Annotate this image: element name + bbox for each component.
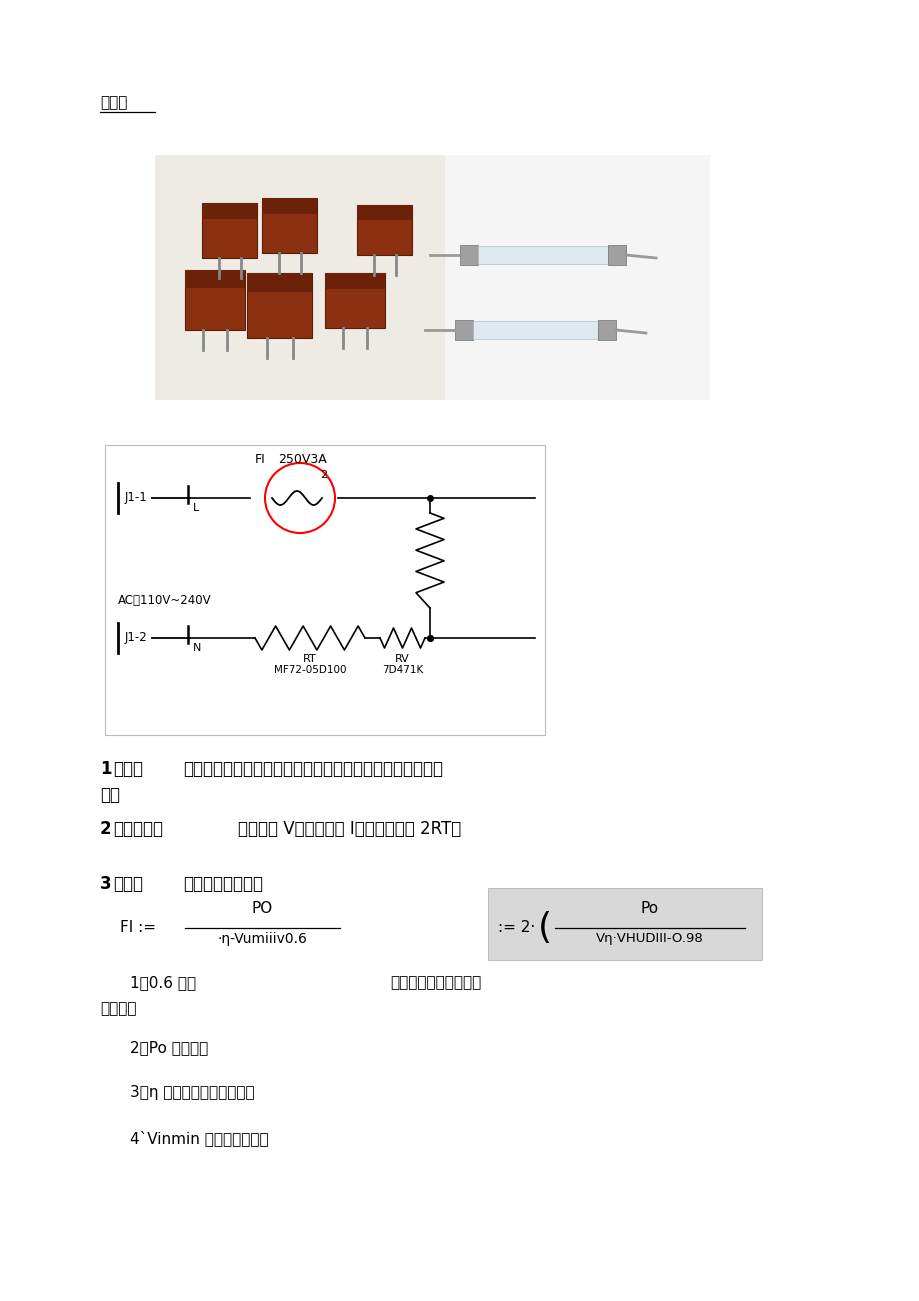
FancyBboxPatch shape <box>247 272 312 337</box>
Text: 技术参数：: 技术参数： <box>113 820 163 838</box>
FancyBboxPatch shape <box>262 198 317 252</box>
FancyBboxPatch shape <box>324 272 384 289</box>
Text: N: N <box>193 643 201 653</box>
Text: 7D471K: 7D471K <box>381 665 423 675</box>
Text: L: L <box>193 503 199 513</box>
Text: 3: 3 <box>100 876 111 892</box>
FancyBboxPatch shape <box>607 245 625 265</box>
Text: PO: PO <box>251 902 272 916</box>
Text: FI :=: FI := <box>119 921 156 935</box>
Text: 3、η 效率（设计的评估值）: 3、η 效率（设计的评估值） <box>130 1085 255 1101</box>
FancyBboxPatch shape <box>445 155 709 399</box>
Text: := 2·: := 2· <box>497 921 535 935</box>
Text: 分类：: 分类： <box>113 876 142 892</box>
Text: ·η-Vumiiiv0.6: ·η-Vumiiiv0.6 <box>217 932 307 946</box>
FancyBboxPatch shape <box>478 246 607 264</box>
FancyBboxPatch shape <box>357 206 412 255</box>
Text: RV: RV <box>394 654 410 664</box>
FancyBboxPatch shape <box>202 203 257 219</box>
FancyBboxPatch shape <box>185 271 244 330</box>
FancyBboxPatch shape <box>597 320 616 340</box>
FancyBboxPatch shape <box>154 155 445 399</box>
Text: 安全防护。在电源出现异常时，为了保护核心器件不受到损: 安全防护。在电源出现异常时，为了保护核心器件不受到损 <box>183 760 443 778</box>
FancyBboxPatch shape <box>487 889 761 960</box>
Text: J1-2: J1-2 <box>125 631 148 644</box>
Text: 保险丝: 保险丝 <box>100 95 127 111</box>
Text: 4ˋVinmin 最小的输入电压: 4ˋVinmin 最小的输入电压 <box>130 1131 268 1146</box>
Text: 快断、慢断、常规: 快断、慢断、常规 <box>183 876 263 892</box>
FancyBboxPatch shape <box>460 245 478 265</box>
Text: 因数估值: 因数估值 <box>100 1000 136 1016</box>
FancyBboxPatch shape <box>357 206 412 220</box>
Text: 带功率因数校正的功率: 带功率因数校正的功率 <box>390 974 481 990</box>
Text: 250V3A: 250V3A <box>278 453 326 466</box>
FancyBboxPatch shape <box>105 445 544 735</box>
Text: FI: FI <box>255 453 266 466</box>
FancyBboxPatch shape <box>185 271 244 288</box>
FancyBboxPatch shape <box>324 272 384 328</box>
Text: 2: 2 <box>320 470 327 480</box>
Text: 1: 1 <box>100 760 111 778</box>
FancyBboxPatch shape <box>247 272 312 291</box>
FancyBboxPatch shape <box>472 321 597 340</box>
Text: AC：110V~240V: AC：110V~240V <box>118 593 211 606</box>
Text: 坏。: 坏。 <box>100 786 119 804</box>
Text: 作用：: 作用： <box>113 760 142 778</box>
Text: J1-1: J1-1 <box>125 492 148 505</box>
Text: Vη·VHUDIII-O.98: Vη·VHUDIII-O.98 <box>596 932 703 945</box>
Text: 额定电压 V、额定电流 I、熔断时间广 2RT。: 额定电压 V、额定电流 I、熔断时间广 2RT。 <box>238 820 460 838</box>
Text: (: ( <box>538 911 551 945</box>
FancyBboxPatch shape <box>262 198 317 213</box>
FancyBboxPatch shape <box>202 203 257 258</box>
FancyBboxPatch shape <box>455 320 472 340</box>
Text: 1、0.6 为不: 1、0.6 为不 <box>130 974 196 990</box>
Text: 2: 2 <box>100 820 111 838</box>
Text: Po: Po <box>641 902 658 916</box>
Text: 2、Po 输出功率: 2、Po 输出功率 <box>130 1039 208 1055</box>
Text: RT: RT <box>302 654 316 664</box>
Text: MF72-05D100: MF72-05D100 <box>274 665 346 675</box>
